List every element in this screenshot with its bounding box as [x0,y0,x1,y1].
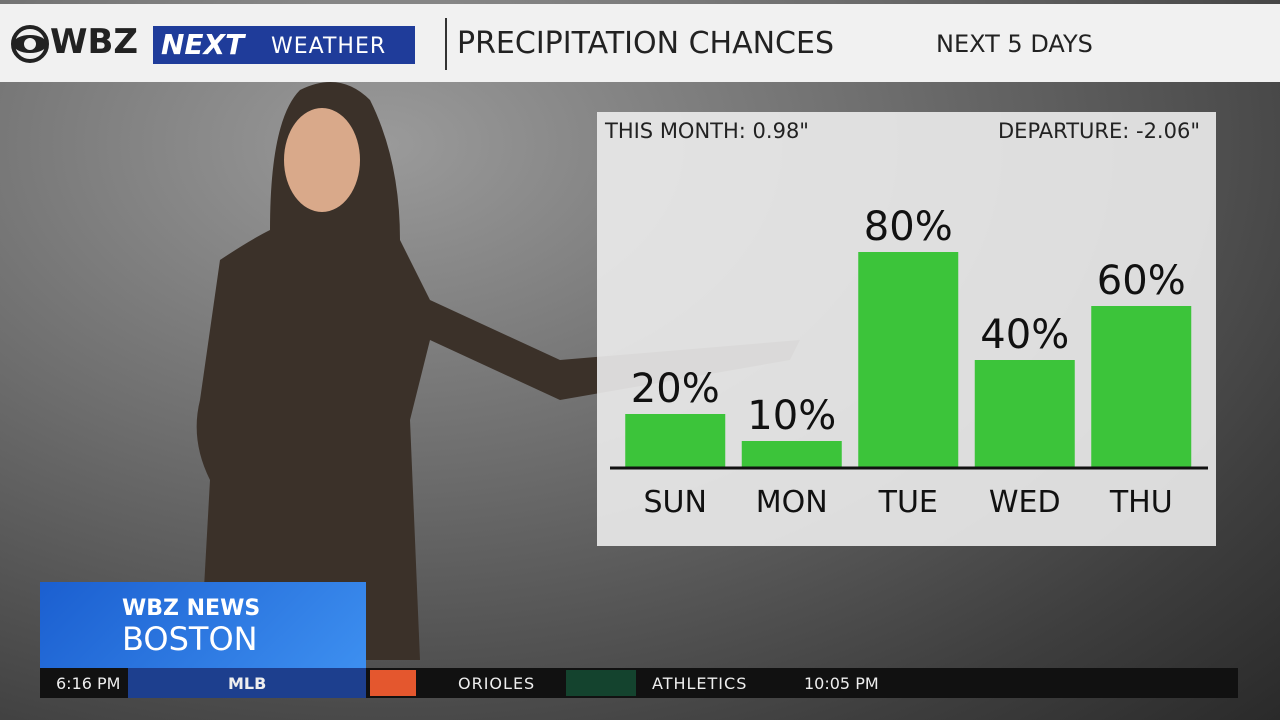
value-label: 40% [980,312,1069,358]
bar [974,360,1075,468]
city: BOSTON [122,620,258,658]
brand: WBZ [50,22,139,62]
subtitle: NEXT 5 DAYS [936,30,1093,58]
ticker-league: MLB [228,674,267,693]
team2-logo [566,670,636,696]
league-box [128,668,366,698]
news-brand: WBZ NEWS [122,596,261,621]
annotation: DEPARTURE: -2.06" [998,119,1200,143]
presenter-face [284,108,360,212]
value-label: 80% [864,204,953,250]
bar [741,441,842,468]
brand-box: NEXT WEATHER [153,26,415,64]
title: PRECIPITATION CHANCES [457,26,834,61]
x-tick-label: TUE [878,485,938,520]
ticker-time: 6:16 PM [56,674,121,693]
team1-logo [370,670,416,696]
ticker: 6:16 PM MLB ORIOLES ATHLETICS 10:05 PM [40,668,1238,698]
annotation: THIS MONTH: 0.98" [604,119,809,143]
x-tick-label: MON [756,485,828,520]
header-bar: WBZ NEXT WEATHER PRECIPITATION CHANCES N… [0,4,1280,82]
ticker-team1: ORIOLES [458,674,536,693]
x-tick-label: THU [1109,485,1173,520]
divider [445,18,447,70]
lower-third: WBZ NEWS BOSTON [40,582,366,668]
weather-label: WEATHER [271,34,387,59]
bar [858,252,959,468]
x-tick-label: WED [989,485,1061,520]
ticker-game-time: 10:05 PM [804,674,879,693]
value-label: 60% [1097,258,1186,304]
presenter-silhouette [196,82,800,660]
cbs-eye [11,25,49,63]
bar [625,414,726,468]
value-label: 10% [747,393,836,439]
bar [1091,306,1192,468]
x-tick-label: SUN [644,485,707,520]
value-label: 20% [631,366,720,412]
ticker-team2: ATHLETICS [652,674,748,693]
next-label: NEXT [161,28,245,61]
